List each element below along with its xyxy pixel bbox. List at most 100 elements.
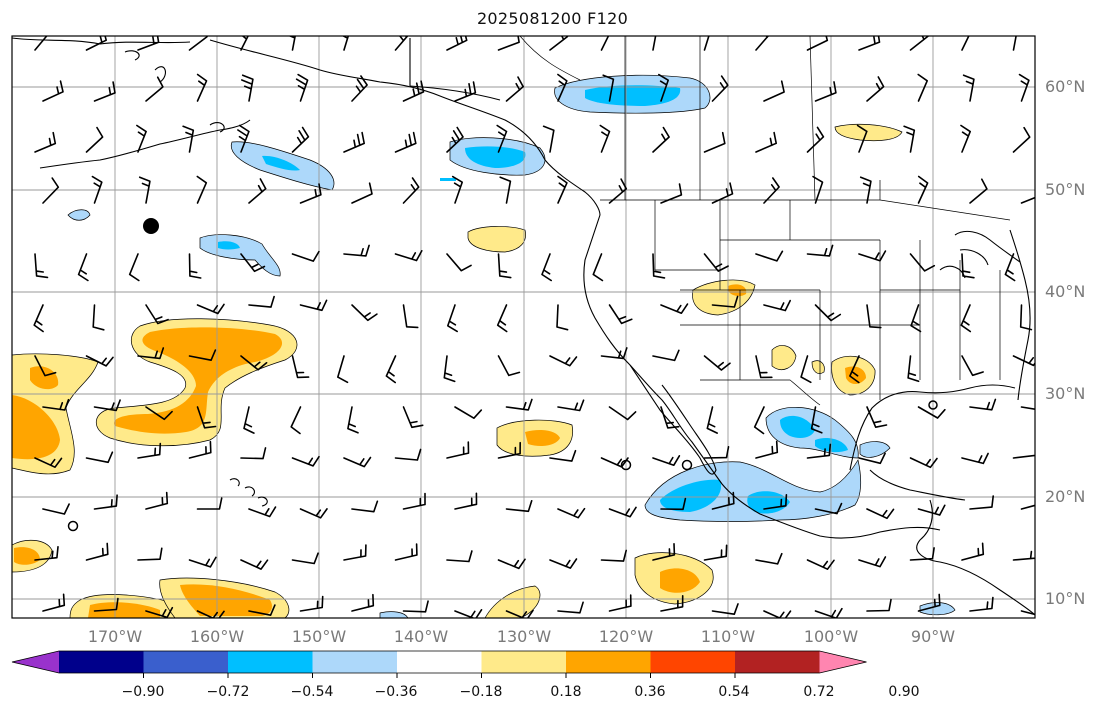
wind-barb: [549, 449, 577, 462]
wind-barb: [711, 491, 735, 510]
wind-barb: [600, 36, 610, 51]
wind-barb: [240, 447, 267, 460]
wind-barb: [188, 253, 202, 279]
wind-barb: [806, 559, 835, 570]
lon-label: 110°W: [701, 627, 756, 646]
wind-barb: [755, 131, 777, 153]
colorbar-segment: [143, 651, 229, 673]
wind-barb: [446, 550, 473, 563]
wind-barb: [866, 406, 888, 428]
wind-barb: [85, 542, 109, 561]
wind-barb: [608, 304, 633, 325]
wind-barb: [856, 124, 868, 153]
wind-barb: [969, 495, 994, 510]
wind-barb: [394, 131, 417, 153]
wind-barb: [703, 446, 730, 459]
wind-barb: [608, 506, 637, 518]
wind-barb: [961, 36, 970, 51]
wind-barb: [343, 244, 370, 257]
colorbar-tick-label: 0.18: [550, 684, 581, 700]
wind-barb: [849, 355, 860, 384]
wind-barb: [196, 610, 225, 618]
wind-barb: [136, 124, 147, 153]
colorbar: [11, 650, 867, 678]
wind-barb: [93, 597, 119, 612]
wind-barb: [291, 355, 310, 379]
wind-barb: [1012, 36, 1017, 51]
wind-barb: [497, 253, 512, 279]
lon-label: 170°W: [88, 627, 143, 646]
wind-barb: [291, 126, 310, 153]
storm-marker: [681, 459, 693, 471]
wind-barb: [917, 504, 946, 516]
coastline-gulf: [849, 384, 1016, 501]
wind-barb: [600, 549, 627, 562]
wind-barb: [446, 253, 472, 272]
wind-barb: [703, 36, 710, 51]
wind-barb: [443, 355, 456, 383]
wind-barb: [497, 355, 521, 377]
colorbar-tick-label: 0.36: [634, 684, 665, 700]
wind-barb: [91, 175, 103, 204]
wind-barb: [541, 253, 552, 282]
wind-barb: [446, 126, 464, 153]
wind-barb: [196, 175, 208, 204]
wind-barb: [394, 543, 418, 561]
wind-barb: [962, 74, 975, 102]
wind-barb: [810, 406, 823, 434]
wind-barb: [549, 355, 578, 367]
wind-barb: [402, 80, 425, 102]
wind-barb: [93, 399, 121, 412]
wind-barb: [299, 183, 322, 204]
lon-label: 140°W: [394, 627, 449, 646]
wind-barb: [337, 355, 349, 384]
wind-barb: [42, 80, 64, 102]
wind-barb: [497, 36, 520, 51]
wind-barb: [556, 304, 569, 331]
wind-barb: [145, 406, 173, 421]
wind-barb: [447, 304, 458, 333]
wind-barb: [240, 559, 269, 570]
wind-barb: [394, 250, 423, 262]
lat-label: 50°N: [1045, 180, 1085, 199]
wind-barb: [1012, 126, 1031, 153]
wind-barb: [600, 457, 629, 468]
wind-barb: [703, 253, 729, 272]
wind-barb: [542, 125, 555, 153]
wind-barb: [858, 556, 887, 568]
wind-barb: [497, 558, 526, 570]
wind-barb: [299, 299, 328, 312]
wind-barb: [145, 491, 169, 510]
wind-barb: [806, 244, 834, 257]
wind-barb: [866, 304, 882, 329]
wind-barb: [608, 406, 637, 421]
colorbar-segment: [228, 651, 313, 673]
wind-barb: [248, 604, 276, 616]
wind-barb: [763, 177, 780, 204]
colorbar-tick-label: −0.36: [375, 684, 418, 700]
lon-label: 90°W: [911, 627, 955, 646]
lon-label: 150°W: [292, 627, 347, 646]
wind-barb: [806, 443, 832, 459]
wind-barb: [557, 73, 568, 102]
wind-barb: [800, 355, 812, 384]
colorbar-extend-min: [12, 651, 59, 673]
positive-area: [467, 226, 526, 253]
wind-barb: [499, 176, 512, 204]
wind-barb: [77, 253, 89, 282]
wind-barb: [341, 36, 350, 51]
wind-barb: [960, 124, 971, 153]
wind-barb: [454, 492, 478, 510]
wind-barb: [145, 304, 169, 325]
wind-barb: [1012, 449, 1035, 459]
wind-barb: [182, 125, 195, 153]
colorbar-tick-label: 0.54: [718, 684, 749, 700]
wind-barb: [451, 175, 463, 204]
colorbar-outline: [11, 650, 867, 674]
colorbar-tick-label: 0.72: [803, 684, 834, 700]
lon-label: 100°W: [804, 627, 859, 646]
wind-barb: [703, 355, 731, 371]
wind-barb: [602, 74, 615, 102]
wind-barb: [299, 508, 328, 519]
colorbar-segment: [59, 651, 144, 673]
